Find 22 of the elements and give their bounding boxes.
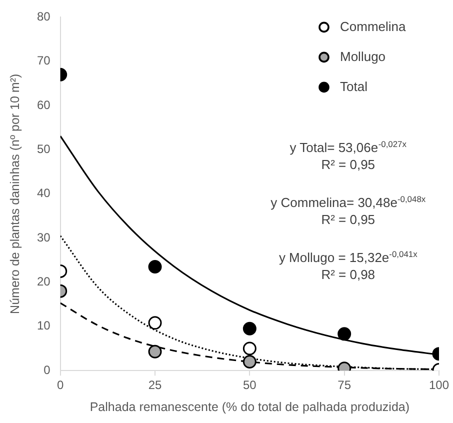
annotation: R² = 0,95 — [321, 212, 376, 228]
x-axis-title: Palhada remanescente (% do total de palhada produzida) — [90, 400, 410, 414]
x-tick-label: 0 — [57, 378, 64, 392]
y-tick-label: 60 — [36, 98, 51, 112]
annotation: R² = 0,98 — [321, 267, 376, 282]
y-tick-label: 80 — [36, 10, 51, 24]
y-tick-label: 30 — [36, 230, 51, 244]
legend-label: Commelina — [340, 18, 407, 34]
legend-label: Total — [340, 78, 368, 94]
x-tick-label: 100 — [428, 378, 450, 392]
y-tick-label: 50 — [36, 142, 51, 156]
y-tick-label: 40 — [36, 186, 51, 200]
legend-label: Mollugo — [340, 48, 386, 64]
y-axis-title: Número de plantas daninhas (nº por 10 m²) — [8, 74, 22, 314]
x-tick-label: 75 — [338, 378, 352, 392]
y-tick-label: 70 — [36, 54, 51, 68]
y-tick-label: 20 — [36, 274, 51, 289]
y-tick-label: 10 — [36, 318, 51, 333]
annotation: R² = 0,95 — [321, 157, 376, 172]
y-tick-label: 0 — [44, 362, 51, 377]
x-tick-label: 50 — [242, 378, 257, 392]
x-tick-label: 25 — [148, 378, 162, 392]
